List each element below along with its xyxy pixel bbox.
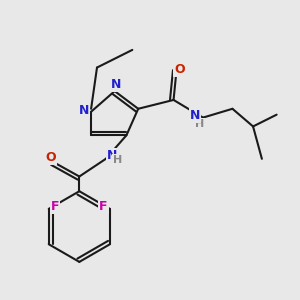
Text: N: N [79,104,89,117]
Text: N: N [111,78,121,91]
Text: H: H [195,119,205,129]
Text: F: F [99,200,108,213]
Text: O: O [174,62,185,76]
Text: H: H [113,155,122,165]
Text: N: N [190,109,200,122]
Text: N: N [106,149,117,162]
Text: F: F [51,200,59,213]
Text: O: O [45,151,56,164]
